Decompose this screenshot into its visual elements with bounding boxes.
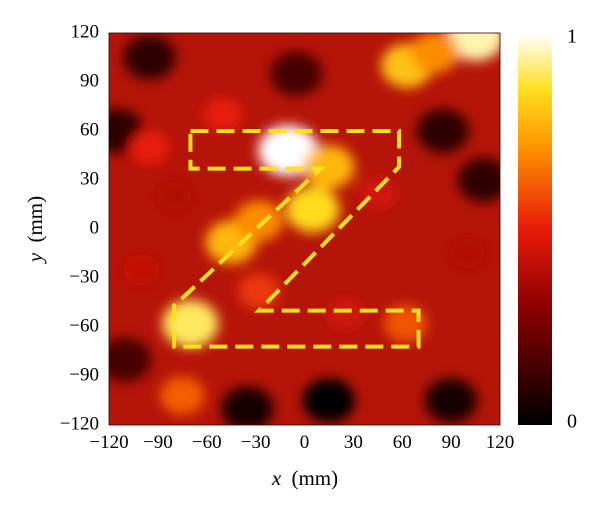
y-axis-unit: (mm): [23, 196, 47, 243]
x-axis-unit: (mm): [291, 466, 338, 490]
hot-spot: [237, 273, 280, 309]
y-tick-label: −90: [69, 364, 99, 385]
y-axis-variable: y: [23, 252, 47, 264]
colorbar: [518, 34, 552, 425]
y-axis-ticks: 120 90 60 30 0 −30 −60 −90 −120: [60, 21, 99, 434]
x-tick-label: 30: [344, 432, 363, 453]
y-tick-label: −120: [60, 413, 99, 434]
y-tick-label: 0: [90, 217, 100, 238]
hot-spot: [446, 33, 500, 61]
hot-spot: [162, 299, 219, 348]
colorbar-max-label: 1: [567, 26, 577, 48]
cold-spot: [416, 108, 469, 154]
colorbar-min-label: 0: [567, 411, 577, 433]
x-tick-label: −60: [192, 432, 222, 453]
hot-spot: [156, 181, 192, 212]
x-axis-variable: x: [271, 466, 282, 490]
cold-spot: [109, 337, 152, 382]
cold-spot: [302, 378, 355, 423]
hot-spot: [383, 305, 428, 343]
x-tick-label: 90: [442, 432, 461, 453]
y-tick-label: 60: [80, 119, 99, 140]
cold-spot: [270, 51, 323, 96]
x-tick-label: 60: [393, 432, 412, 453]
hot-spot: [285, 186, 340, 233]
hot-spot: [258, 125, 319, 177]
hot-spot: [123, 254, 160, 286]
cold-spot: [123, 35, 176, 80]
x-tick-label: 120: [486, 432, 515, 453]
x-tick-label: −120: [89, 432, 128, 453]
plot-frame: [108, 32, 501, 426]
y-tick-label: 120: [71, 21, 100, 42]
x-tick-label: −30: [241, 432, 271, 453]
hot-spot: [410, 33, 459, 73]
z-shape-outline: [172, 129, 421, 349]
heatmap-intensity-field: [109, 33, 500, 425]
x-tick-label: −90: [143, 432, 173, 453]
hot-spot: [326, 297, 365, 331]
hot-spot: [203, 97, 244, 132]
hot-spot: [449, 238, 486, 269]
y-tick-label: −30: [69, 266, 99, 287]
hot-spot: [234, 200, 283, 242]
hot-spot: [303, 145, 355, 189]
x-tick-label: 0: [300, 432, 310, 453]
hot-spot: [129, 130, 170, 165]
cold-spot: [457, 157, 500, 203]
cold-spot: [425, 378, 478, 423]
y-tick-label: 30: [80, 168, 99, 189]
hot-spot: [159, 376, 205, 415]
y-axis-label: y (mm): [23, 196, 47, 264]
cold-spot: [221, 386, 274, 425]
x-axis-ticks: −120 −90 −60 −30 0 30 60 90 120: [89, 432, 514, 453]
heatmap-area: [109, 33, 500, 425]
x-axis-label: x (mm): [271, 466, 338, 490]
y-tick-label: 90: [80, 70, 99, 91]
y-tick-label: −60: [69, 315, 99, 336]
